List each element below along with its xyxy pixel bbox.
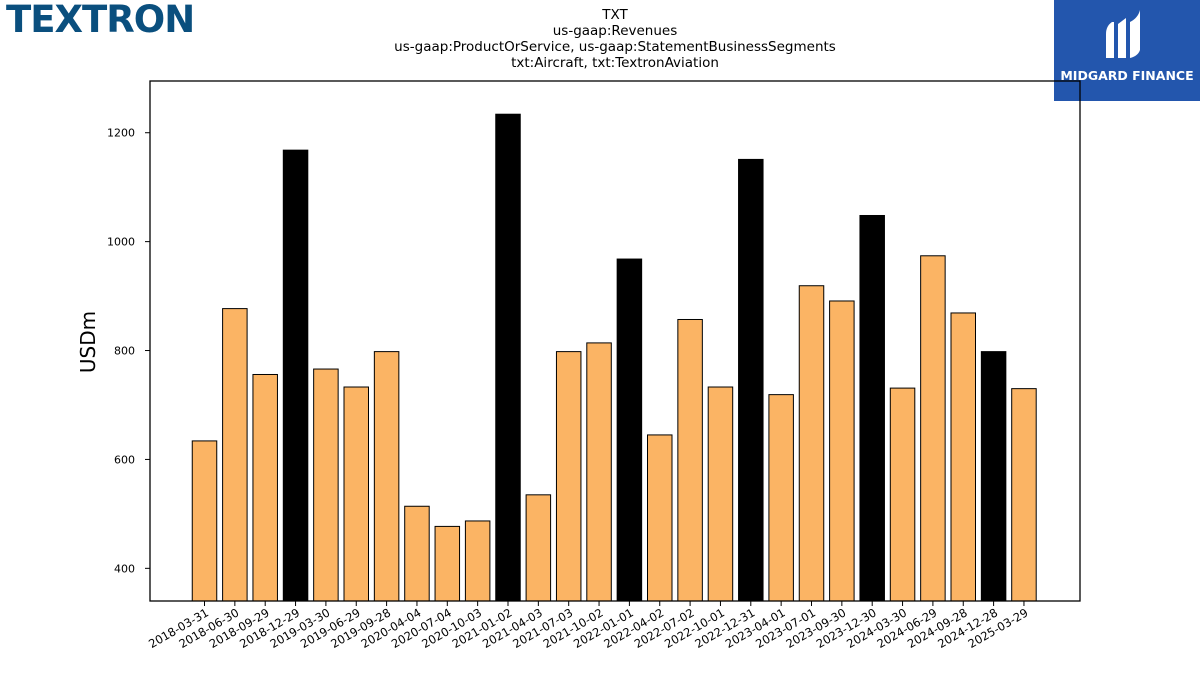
plot-frame xyxy=(149,80,1081,602)
bar xyxy=(738,158,764,602)
y-tick-label: 800 xyxy=(114,345,135,358)
bar xyxy=(555,351,582,602)
midgard-emblem-icon xyxy=(1106,10,1140,58)
bar xyxy=(768,394,794,602)
bar xyxy=(859,214,885,602)
y-tick-label: 400 xyxy=(114,562,135,575)
chart-title-line: us-gaap:ProductOrService, us-gaap:Statem… xyxy=(394,39,836,55)
bar xyxy=(313,368,339,602)
bar xyxy=(252,373,278,602)
bar xyxy=(282,149,309,602)
bar xyxy=(343,386,369,602)
bar xyxy=(616,258,643,602)
bar xyxy=(464,520,491,602)
bar xyxy=(980,351,1007,602)
bar xyxy=(191,440,218,602)
chart-title-line: TXT xyxy=(602,7,628,23)
textron-logo-text: TEXTRON xyxy=(6,0,195,41)
bar xyxy=(586,342,612,602)
bar xyxy=(677,318,703,602)
midgard-finance-logo: MIDGARD FINANCE xyxy=(1054,0,1200,101)
bar xyxy=(798,285,825,602)
y-axis-label: USDm xyxy=(76,311,100,373)
bar xyxy=(829,300,855,602)
bar xyxy=(222,308,248,602)
textron-logo: TEXTRON xyxy=(6,0,206,42)
bar xyxy=(920,255,946,602)
bar xyxy=(950,312,976,602)
bar xyxy=(434,525,461,602)
bar xyxy=(1011,388,1037,602)
bar xyxy=(404,505,430,602)
bar xyxy=(707,386,734,602)
y-tick-label: 1000 xyxy=(107,236,135,249)
bar xyxy=(373,351,400,602)
midgard-logo-text: MIDGARD FINANCE xyxy=(1060,68,1194,83)
bar xyxy=(525,494,552,602)
chart-title-line: us-gaap:Revenues xyxy=(552,23,678,39)
bar xyxy=(495,113,521,602)
chart-title: TXT us-gaap:Revenues us-gaap:ProductOrSe… xyxy=(300,7,930,71)
y-tick-label: 600 xyxy=(114,453,135,466)
y-tick-label: 1200 xyxy=(107,127,135,140)
bar xyxy=(647,434,673,602)
chart-title-line: txt:Aircraft, txt:TextronAviation xyxy=(511,55,719,71)
bar xyxy=(889,387,916,602)
